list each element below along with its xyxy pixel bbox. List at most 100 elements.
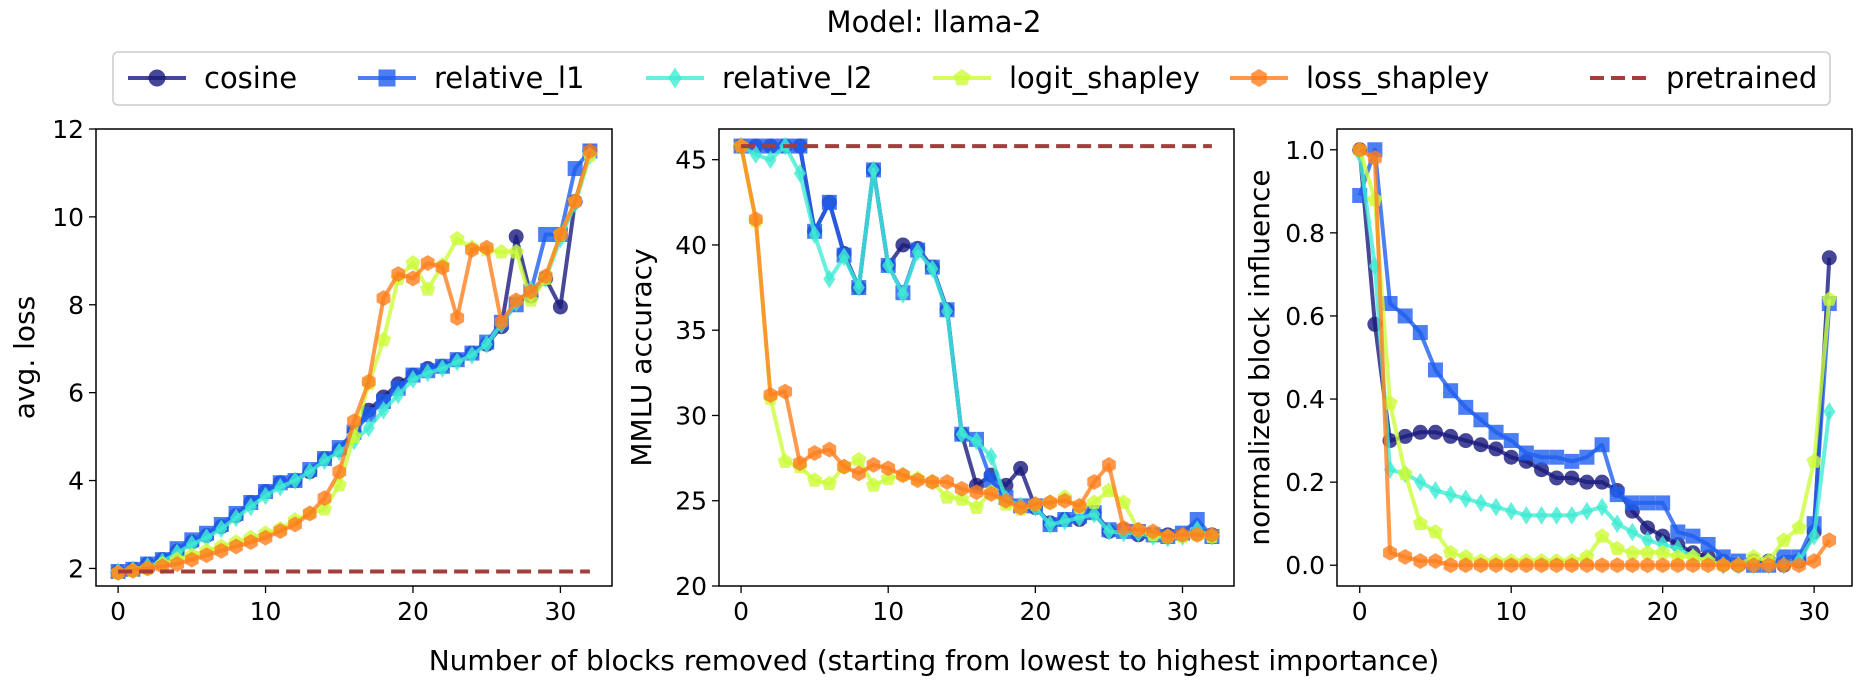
- data-point: [303, 462, 316, 482]
- data-point: [170, 556, 184, 572]
- y-tick-label: 6: [68, 379, 84, 408]
- legend-item-logit-shapley: logit_shapley: [933, 61, 1200, 95]
- data-point: [1564, 557, 1579, 574]
- data-point: [1777, 557, 1791, 574]
- figure-title: Model: llama-2: [827, 5, 1042, 39]
- y-tick-label: 45: [675, 146, 707, 175]
- data-point: [568, 193, 582, 210]
- y-axis-label: avg. loss: [8, 296, 41, 419]
- series-logit-shapley: [110, 147, 598, 580]
- data-point: [391, 266, 406, 282]
- data-point: [420, 255, 435, 271]
- legend-marker: [148, 69, 166, 87]
- data-point: [524, 283, 538, 300]
- data-point: [838, 247, 851, 267]
- data-point: [421, 363, 434, 383]
- data-point: [1806, 453, 1822, 468]
- data-point: [1505, 501, 1518, 521]
- y-tick-label: 2: [68, 554, 84, 583]
- data-point: [1580, 501, 1593, 521]
- data-point: [821, 194, 837, 210]
- data-point: [347, 413, 361, 430]
- data-point: [1609, 540, 1625, 556]
- legend-item-relative-l2: relative_l2: [646, 61, 872, 95]
- data-point: [508, 244, 524, 259]
- data-point: [567, 161, 583, 177]
- data-point: [1412, 515, 1428, 531]
- data-point: [1013, 460, 1029, 476]
- x-tick-label: 20: [1019, 597, 1051, 626]
- data-point: [777, 453, 793, 468]
- legend-label: pretrained: [1666, 61, 1817, 95]
- series-line: [117, 154, 592, 575]
- data-point: [1549, 557, 1564, 574]
- data-point: [480, 334, 493, 354]
- data-point: [793, 455, 807, 472]
- data-point: [215, 519, 228, 539]
- y-axis-label: normalized block influence: [1243, 169, 1276, 545]
- data-point: [1624, 495, 1640, 511]
- data-point: [1397, 465, 1413, 481]
- data-point: [1565, 506, 1578, 525]
- data-point: [1503, 449, 1519, 465]
- y-tick-label: 30: [675, 401, 707, 430]
- data-point: [273, 523, 288, 539]
- data-point: [1146, 523, 1160, 540]
- data-point: [1489, 497, 1503, 517]
- data-point: [1564, 470, 1580, 486]
- data-point: [778, 383, 793, 400]
- data-point: [1443, 428, 1459, 444]
- data-point: [1535, 506, 1548, 525]
- data-point: [243, 534, 258, 550]
- data-point: [1549, 470, 1565, 486]
- x-tick-label: 0: [1352, 597, 1368, 626]
- data-point: [1459, 489, 1472, 509]
- data-point: [1013, 499, 1028, 516]
- data-point: [509, 292, 523, 309]
- y-tick-label: 0.4: [1285, 385, 1325, 414]
- data-point: [1685, 528, 1701, 544]
- data-point: [1102, 522, 1115, 541]
- y-tick-label: 35: [675, 316, 707, 345]
- data-point: [405, 255, 421, 270]
- data-point: [451, 352, 464, 372]
- data-point: [376, 290, 391, 307]
- data-point: [1594, 474, 1610, 490]
- data-point: [837, 458, 851, 475]
- data-point: [911, 242, 924, 262]
- data-point: [867, 160, 880, 180]
- data-point: [1044, 515, 1057, 534]
- data-point: [1131, 521, 1146, 538]
- data-point: [1716, 557, 1731, 574]
- data-point: [406, 370, 420, 389]
- data-point: [1474, 557, 1488, 574]
- data-point: [1504, 557, 1519, 574]
- data-point: [361, 373, 376, 390]
- data-point: [939, 489, 955, 504]
- data-point: [508, 229, 524, 245]
- data-point: [1116, 520, 1131, 536]
- data-point: [1412, 325, 1428, 341]
- x-tick-label: 10: [1495, 597, 1527, 626]
- series-cosine: [110, 143, 598, 579]
- data-point: [896, 467, 910, 484]
- series-logit-shapley: [1352, 141, 1837, 572]
- legend-label: cosine: [204, 61, 297, 95]
- data-point: [734, 138, 748, 154]
- data-point: [318, 451, 331, 471]
- series-line: [117, 149, 592, 574]
- data-point: [821, 475, 837, 491]
- y-tick-label: 0.0: [1285, 551, 1325, 580]
- data-point: [465, 241, 479, 258]
- data-point: [1594, 437, 1610, 453]
- data-point: [1596, 497, 1609, 517]
- data-point: [955, 424, 968, 444]
- data-point: [940, 474, 954, 490]
- y-tick-label: 4: [68, 467, 84, 496]
- data-point: [1028, 496, 1043, 513]
- data-point: [1429, 481, 1442, 500]
- data-point: [1808, 526, 1821, 546]
- data-point: [851, 465, 866, 482]
- data-point: [999, 492, 1013, 509]
- data-point: [449, 230, 465, 246]
